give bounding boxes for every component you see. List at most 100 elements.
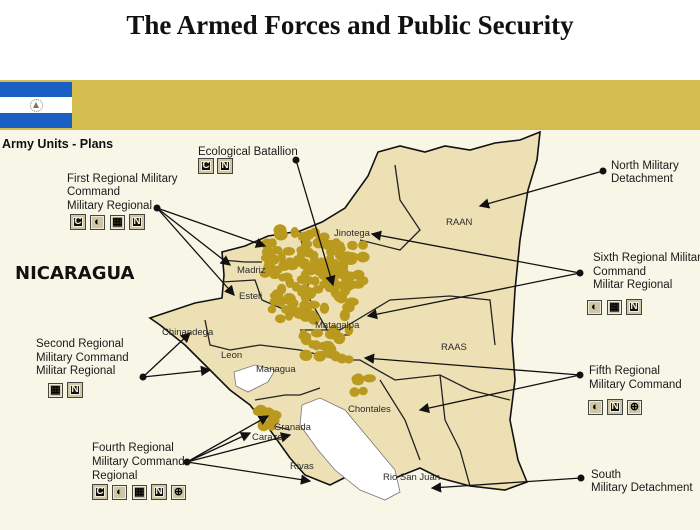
pointer-arrow — [142, 332, 191, 378]
unit-area-blob — [274, 314, 286, 324]
unit-area-blob — [330, 258, 340, 269]
pointer-arrow — [186, 415, 270, 463]
pointer-arrow — [186, 461, 312, 485]
unit-label-south: South Military Detachment — [591, 469, 693, 494]
unit-label-first: First Regional Military Command Military… — [67, 173, 178, 212]
unit-badge-grid-icon: ▦ — [48, 383, 63, 398]
unit-area-blob — [358, 386, 368, 396]
dept-label: Carazo — [252, 432, 283, 443]
unit-area-blob — [273, 224, 287, 237]
unit-area-blob — [348, 240, 358, 251]
department-labels: Jinotega RAAN Madriz Esteli Matagalpa Ch… — [162, 217, 473, 483]
dept-label: Managua — [256, 364, 296, 375]
dept-label: Matagalpa — [315, 320, 360, 331]
unit-text: Military Detachment — [591, 482, 693, 494]
unit-area-blob — [300, 273, 309, 286]
lake-managua — [233, 364, 276, 393]
unit-label-fourth: Fourth Regional Military Command Regiona… — [92, 442, 185, 482]
dept-label: Chontales — [348, 404, 391, 415]
badges-sixth: ◐ ▦ N — [587, 299, 642, 315]
badges-first: C ◐ ▦ N — [70, 214, 145, 230]
pointer-dot — [139, 373, 147, 381]
unit-area-blob — [332, 280, 341, 289]
unit-areas — [252, 224, 376, 432]
dept-label: Rio San Juan — [383, 472, 440, 483]
unit-area-blob — [301, 239, 313, 249]
unit-badge-o-icon: ◐ — [588, 400, 603, 415]
dept-label: RAAS — [441, 342, 467, 353]
pointer-dot — [599, 167, 607, 175]
unit-area-blob — [274, 296, 287, 307]
unit-area-blob — [352, 373, 365, 385]
pointer-arrow — [156, 207, 235, 296]
pointer-arrow — [366, 272, 581, 320]
pointer-arrow — [186, 432, 252, 463]
unit-area-blob — [287, 298, 299, 309]
pointer-arrow — [156, 207, 232, 266]
unit-area-blob — [268, 410, 282, 420]
pointer-dot — [576, 371, 584, 379]
unit-badge-c-icon: C — [198, 158, 214, 174]
unit-badge-o-icon: ◐ — [112, 485, 127, 500]
unit-area-blob — [321, 340, 334, 351]
unit-text: South — [591, 469, 621, 481]
unit-area-blob — [345, 297, 359, 307]
unit-area-blob — [319, 279, 332, 289]
dept-label: RAAN — [446, 217, 473, 228]
map-area: Jinotega RAAN Madriz Esteli Matagalpa Ch… — [0, 130, 700, 530]
dept-label: Granada — [274, 422, 312, 433]
unit-area-blob — [330, 286, 340, 298]
unit-text: Second Regional — [36, 338, 124, 350]
unit-badge-crosshair-icon: ⊕ — [627, 400, 642, 415]
unit-badge-n-icon: N — [607, 399, 623, 415]
unit-area-blob — [267, 305, 277, 314]
unit-area-blob — [319, 302, 330, 314]
pointer-arrow — [430, 477, 582, 493]
unit-area-blob — [308, 310, 317, 320]
unit-area-blob — [267, 238, 277, 248]
unit-text: North Military — [611, 160, 679, 172]
unit-text: Ecological Batallion — [198, 146, 298, 158]
unit-area-blob — [282, 247, 295, 256]
header-banner — [0, 80, 700, 130]
unit-area-blob — [300, 303, 311, 312]
unit-badge-c-icon: C — [70, 214, 86, 230]
unit-area-blob — [313, 350, 327, 362]
pointer-arrow — [418, 374, 581, 414]
unit-label-sixth: Sixth Regional Military Command Militar … — [593, 252, 700, 291]
unit-area-blob — [297, 231, 312, 242]
unit-label-north: North Military Detachment — [611, 160, 679, 185]
pointer-dot — [183, 458, 191, 466]
page-title: The Armed Forces and Public Security — [126, 10, 574, 40]
unit-area-blob — [338, 258, 349, 267]
unit-area-blob — [340, 284, 351, 296]
unit-area-blob — [344, 324, 354, 336]
pointer-dot — [292, 156, 300, 164]
dept-label: Jinotega — [334, 228, 371, 239]
section-title: Army Units - Plans — [2, 137, 113, 151]
unit-area-blob — [349, 387, 360, 397]
unit-area-blob — [254, 404, 267, 416]
unit-text: Militar Regional — [593, 279, 672, 291]
unit-text: Military Regional — [67, 200, 152, 212]
unit-label-ecological: Ecological Batallion — [198, 146, 298, 158]
unit-badge-o-icon: ◐ — [90, 215, 105, 230]
pointer-arrow — [142, 365, 212, 378]
unit-area-blob — [312, 285, 324, 294]
unit-area-blob — [356, 251, 370, 263]
dept-label: Rivas — [290, 461, 314, 472]
unit-badge-n-icon: N — [151, 484, 167, 500]
unit-area-blob — [358, 240, 368, 250]
pointer-dot — [576, 269, 584, 277]
pointer-arrow — [478, 170, 604, 209]
dept-label: Chinandega — [162, 327, 214, 338]
badges-second: ▦ N — [48, 382, 83, 398]
dept-label: Leon — [221, 350, 242, 361]
unit-area-blob — [303, 264, 317, 276]
dept-label: Esteli — [239, 291, 262, 302]
badges-fourth: C ◐ ▦ N ⊕ — [92, 484, 186, 500]
unit-area-blob — [351, 279, 365, 289]
unit-area-blob — [299, 349, 313, 361]
pointer-arrow — [295, 159, 336, 287]
unit-text: Command — [67, 186, 120, 198]
